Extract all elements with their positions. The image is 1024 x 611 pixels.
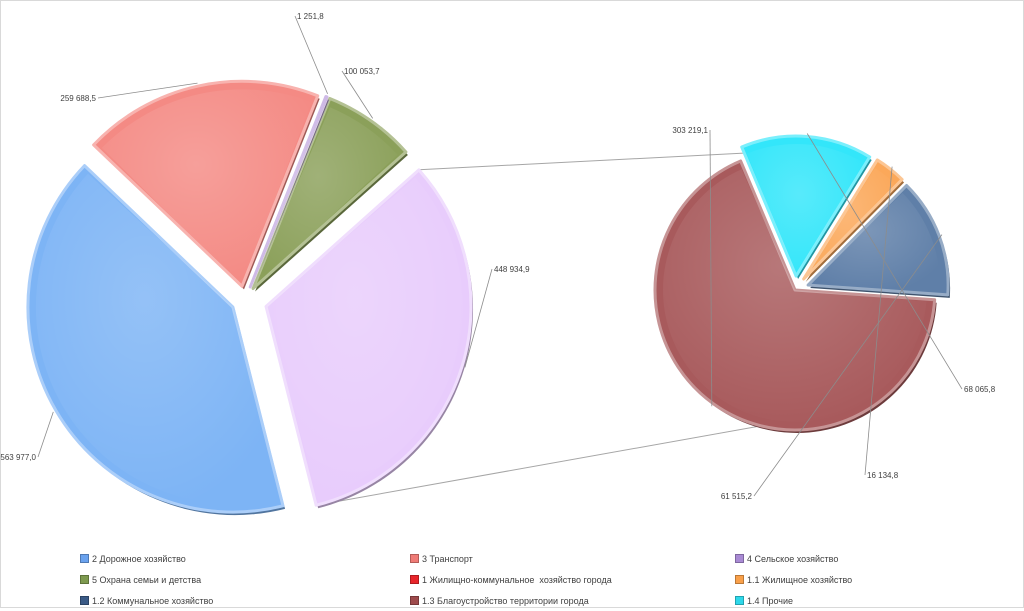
- legend-label: 2 Дорожное хозяйство: [92, 553, 186, 564]
- legend-swatch: [735, 575, 744, 584]
- pie-slice-2-дорожное-хозяйство: [26, 164, 286, 516]
- legend-item: 1.1 Жилищное хозяйство: [735, 575, 1005, 585]
- connector-lines: [316, 149, 806, 506]
- legend: 2 Дорожное хозяйство 3 Транспорт 4 Сельс…: [80, 548, 1010, 611]
- data-label-1-жилищно-коммунальное-хозяйство-города: 448 934,9: [494, 265, 530, 274]
- legend-item: 4 Сельское хозяйство: [735, 554, 1005, 564]
- legend-row: 1.2 Коммунальное хозяйство 1.3 Благоустр…: [80, 590, 1010, 611]
- leader-line: [753, 234, 943, 497]
- data-label-3-транспорт: 259 688,5: [60, 94, 96, 103]
- leader-line: [806, 133, 963, 390]
- legend-swatch: [80, 554, 89, 563]
- data-labels: 100 053,7 448 934,9 563 977,0 259 688,5 1 25…: [0, 12, 995, 501]
- legend-swatch: [410, 596, 419, 605]
- leader-line: [294, 15, 328, 95]
- pie-slice-highlight: [101, 89, 312, 287]
- pie-slice-1-3-благоустройство-территории-города: [653, 159, 937, 434]
- legend-label: 1.1 Жилищное хозяйство: [747, 574, 853, 585]
- legend-item: 5 Охрана семьи и детства: [80, 575, 410, 585]
- legend-label: 1.3 Благоустройство территории города: [422, 595, 589, 606]
- data-label-2-дорожное-хозяйство: 563 977,0: [0, 453, 36, 462]
- legend-row: 5 Охрана семьи и детства 1 Жилищно-комму…: [80, 569, 1010, 590]
- legend-item: 3 Транспорт: [410, 554, 735, 564]
- primary-pie: [26, 79, 474, 516]
- legend-label: 1.4 Прочие: [747, 595, 794, 606]
- pie-slice-1-1-жилищное-хозяйство: [802, 158, 905, 282]
- legend-item: 1.3 Благоустройство территории города: [410, 596, 735, 606]
- leader-line: [864, 166, 893, 476]
- legend-label: 1 Жилищно-коммунальное хозяйство города: [422, 574, 612, 585]
- legend-swatch: [410, 575, 419, 584]
- data-label-5-охрана-семьи-и-детства: 100 053,7: [344, 67, 380, 76]
- pie-slice-1-2-коммунальное-хозяйство: [806, 183, 951, 298]
- connector-line: [316, 417, 806, 506]
- leader-line: [97, 82, 198, 99]
- pie-slice-5-охрана-семьи-и-детства: [251, 96, 408, 292]
- data-label-1-1-жилищное-хозяйство: 16 134,8: [867, 471, 899, 480]
- pie-slice-highlight: [266, 177, 464, 497]
- legend-item: 1.4 Прочие: [735, 596, 1005, 606]
- legend-row: 2 Дорожное хозяйство 3 Транспорт 4 Сельс…: [80, 548, 1010, 569]
- pie-slice-highlight: [253, 107, 398, 289]
- pie-slice-1-жилищно-коммунальное-хозяйство-города: [264, 168, 474, 509]
- legend-label: 3 Транспорт: [422, 553, 473, 564]
- leader-line: [341, 70, 374, 119]
- pie-slice-highlight: [808, 192, 941, 292]
- pie-slice-highlight: [746, 144, 864, 277]
- pie-slice-bevel: [252, 99, 329, 291]
- pie-slice-3-транспорт: [92, 79, 320, 290]
- data-label-1-2-коммунальное-хозяйство: 61 515,2: [721, 492, 753, 501]
- pie-slice-highlight: [663, 169, 927, 422]
- legend-item: 1.2 Коммунальное хозяйство: [80, 596, 410, 606]
- legend-label: 5 Охрана семьи и детства: [92, 574, 202, 585]
- data-label-1-3-благоустройство-территории-города: 303 219,1: [672, 126, 708, 135]
- pie-slice-highlight: [250, 103, 327, 287]
- pie-slice-4-сельское-хозяйство: [248, 94, 329, 291]
- data-label-4-сельское-хозяйство: 1 251,8: [297, 12, 324, 21]
- legend-swatch: [410, 554, 419, 563]
- legend-swatch: [735, 596, 744, 605]
- pie-slice-highlight: [803, 167, 895, 279]
- connector-line: [418, 149, 806, 171]
- pie-slice-1-4-прочие: [740, 134, 872, 280]
- legend-swatch: [80, 596, 89, 605]
- legend-label: 1.2 Коммунальное хозяйство: [92, 595, 214, 606]
- legend-item: 1 Жилищно-коммунальное хозяйство города: [410, 575, 735, 585]
- leader-line: [709, 129, 713, 407]
- legend-swatch: [80, 575, 89, 584]
- leader-line: [37, 411, 54, 458]
- legend-item: 2 Дорожное хозяйство: [80, 554, 410, 564]
- pie-slice-highlight: [35, 173, 278, 505]
- secondary-pie: [653, 134, 951, 434]
- legend-swatch: [735, 554, 744, 563]
- leader-line: [464, 268, 493, 368]
- legend-label: 4 Сельское хозяйство: [747, 553, 839, 564]
- data-label-1-4-прочие: 68 065,8: [964, 385, 996, 394]
